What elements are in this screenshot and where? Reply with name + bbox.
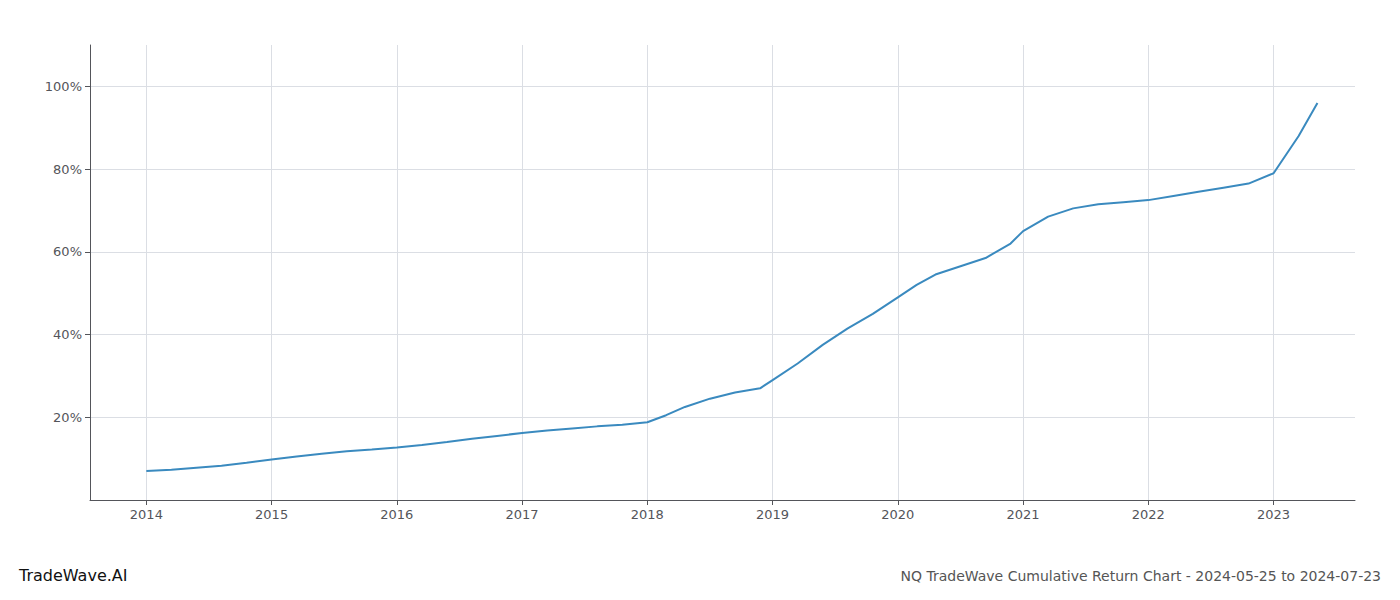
svg-text:TradeWave.AI: TradeWave.AI — [18, 566, 127, 585]
svg-text:2022: 2022 — [1132, 507, 1165, 522]
svg-text:2020: 2020 — [881, 507, 914, 522]
svg-text:2017: 2017 — [506, 507, 539, 522]
svg-text:2016: 2016 — [380, 507, 413, 522]
svg-text:60%: 60% — [53, 244, 82, 259]
svg-text:2018: 2018 — [631, 507, 664, 522]
svg-text:40%: 40% — [53, 327, 82, 342]
svg-text:2015: 2015 — [255, 507, 288, 522]
svg-text:100%: 100% — [45, 79, 82, 94]
svg-text:2023: 2023 — [1257, 507, 1290, 522]
svg-text:NQ TradeWave Cumulative Return: NQ TradeWave Cumulative Return Chart - 2… — [900, 568, 1381, 584]
svg-text:20%: 20% — [53, 410, 82, 425]
svg-text:2021: 2021 — [1007, 507, 1040, 522]
svg-text:80%: 80% — [53, 162, 82, 177]
svg-text:2019: 2019 — [756, 507, 789, 522]
svg-text:2014: 2014 — [130, 507, 163, 522]
